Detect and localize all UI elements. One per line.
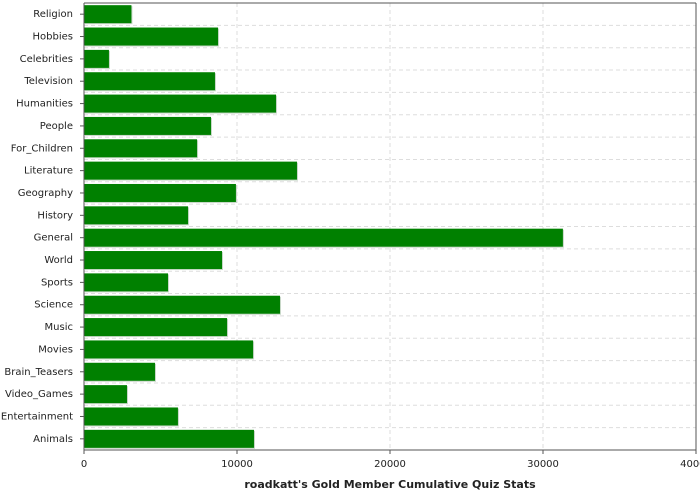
y-tick-label: Literature [24, 166, 73, 177]
y-tick-label: Television [23, 76, 73, 87]
y-tick-label: Hobbies [33, 32, 73, 43]
y-tick-label: General [34, 233, 73, 244]
bar [84, 318, 228, 337]
y-tick-label: People [40, 121, 73, 132]
bar [84, 228, 563, 247]
x-tick-label: 0 [81, 459, 87, 470]
bar [84, 429, 254, 448]
bar [84, 161, 297, 180]
x-tick-label: 40000 [680, 459, 700, 470]
x-tick-label: 10000 [221, 459, 253, 470]
y-tick-label: Brain_Teasers [4, 367, 73, 378]
y-tick-label: Entertainment [1, 411, 73, 422]
x-tick-label: 20000 [374, 459, 406, 470]
y-tick-label: Music [45, 322, 73, 333]
y-tick-label: Humanities [16, 99, 73, 110]
bar [84, 5, 132, 24]
bar [84, 273, 168, 292]
bar [84, 251, 223, 270]
bar [84, 385, 127, 404]
y-tick-label: Science [34, 300, 73, 311]
y-tick-label: Video_Games [5, 389, 73, 400]
bar [84, 72, 215, 91]
y-tick-label: Animals [33, 434, 73, 445]
y-tick-label: World [44, 255, 73, 266]
bar [84, 183, 236, 202]
bar [84, 362, 155, 381]
y-tick-label: Religion [33, 9, 73, 20]
chart-title: roadkatt's Gold Member Cumulative Quiz S… [244, 478, 536, 491]
x-tick-label: 30000 [527, 459, 559, 470]
bar [84, 139, 198, 158]
bar [84, 27, 219, 46]
y-tick-label: Movies [38, 344, 73, 355]
y-tick-label: Sports [41, 277, 73, 288]
bar [84, 295, 280, 314]
y-tick-label: Celebrities [20, 54, 73, 65]
bar [84, 206, 189, 225]
y-tick-label: History [37, 210, 73, 221]
y-tick-label: For_Children [11, 143, 73, 154]
bar [84, 116, 211, 135]
bar [84, 49, 109, 68]
y-tick-label: Geography [18, 188, 73, 199]
bar [84, 407, 178, 426]
bar [84, 340, 254, 359]
bar [84, 94, 277, 113]
